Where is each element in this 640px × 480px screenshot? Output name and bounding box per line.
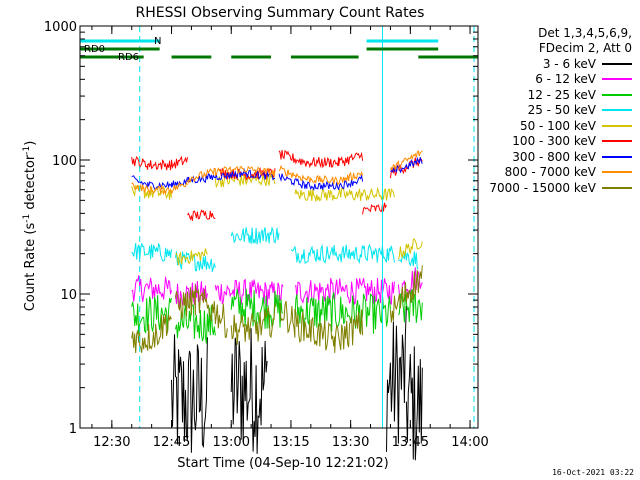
y-tick-label-0: 1 [69,422,77,437]
series-4-segment-2 [214,172,276,189]
legend-entry-2: 12 - 25 keV [478,87,638,103]
legend-header-1: Det 1,3,4,5,6,9, [538,26,632,40]
series-4-segment-4 [397,238,423,260]
series-7-segment-2 [278,164,364,186]
chart-series-layer [131,149,423,461]
flag-label-rd0: RD0 [84,44,105,55]
series-8-segment-1 [175,284,228,338]
y-axis-label-mid: detector [23,154,38,214]
legend-header-2: FDecim 2, Att 0 [538,41,632,55]
legend-entry-8: 7000 - 15000 keV [478,180,638,196]
series-0-segment-3 [405,346,423,461]
x-tick-label-0: 12:30 [93,435,130,450]
series-6 [131,156,423,191]
series-3 [131,226,419,272]
legend-entry-1: 6 - 12 keV [478,72,638,88]
series-8-segment-3 [278,300,364,353]
series-5-segment-3 [278,149,364,169]
y-tick-label-2: 100 [52,154,77,169]
legend-swatch [602,140,632,143]
x-tick-label-2: 13:00 [213,435,250,450]
series-0-segment-0 [171,334,208,453]
series-3-segment-1 [175,251,216,272]
y-tick-label-3: 1000 [44,20,77,35]
legend-entries: 3 - 6 keV 6 - 12 keV 12 - 25 keV 25 - 50 ke… [478,56,638,196]
series-6-segment-2 [278,173,364,191]
x-tick-label-3: 13:15 [272,435,309,450]
legend-label: 800 - 7000 keV [504,165,596,180]
x-axis-label: Start Time (04-Sep-10 12:21:02) [177,456,388,471]
x-tick-label-6: 14:00 [451,435,488,450]
y-tick-label-1: 10 [60,288,77,303]
legend-entry-6: 300 - 800 keV [478,149,638,165]
series-0-segment-1 [230,328,268,454]
series-2-segment-4 [397,288,423,323]
legend-label: 6 - 12 keV [535,72,596,87]
flag-label-n: N [154,36,161,47]
series-3-segment-4 [398,251,419,270]
legend: Det 1,3,4,5,6,9, FDecim 2, Att 0 3 - 6 k… [478,26,638,196]
series-8-segment-2 [230,303,276,345]
y-axis-label-main: Count Rate (s [23,223,38,312]
legend-label: 50 - 100 keV [519,118,596,133]
timestamp: 16-Oct-2021 03:22 [552,468,634,477]
legend-entry-5: 100 - 300 keV [478,134,638,150]
legend-swatch [602,124,632,127]
flag-label-rd6: RD6 [118,52,139,63]
series-3-segment-3 [290,243,395,265]
series-8 [131,265,423,354]
series-6-segment-0 [131,175,188,190]
plot-frame [79,25,479,429]
series-4-segment-3 [294,186,395,202]
legend-entry-0: 3 - 6 keV [478,56,638,72]
legend-label: 300 - 800 keV [512,149,596,164]
y-axis-label-end: ) [23,141,38,146]
legend-swatch [602,171,632,174]
series-2-segment-0 [131,295,172,334]
legend-swatch [602,93,632,96]
series-1-segment-2 [214,278,284,307]
series-3-segment-0 [131,242,172,262]
series-4-segment-1 [175,248,208,266]
legend-label: 7000 - 15000 keV [489,180,596,195]
series-1-segment-3 [294,277,395,305]
series-7 [131,150,423,196]
legend-entry-4: 50 - 100 keV [478,118,638,134]
x-tick-label-4: 13:30 [332,435,369,450]
series-1 [131,267,423,308]
y-axis-label-sup2: -1 [22,146,32,155]
series-1-segment-0 [131,275,172,303]
series-2-segment-3 [294,292,391,334]
series-7-segment-3 [389,150,423,171]
legend-swatch [602,78,632,81]
chart-axes-layer: 1 10 100 1000 12:30 12:45 13:00 13:15 13:30 13:45… [44,20,489,450]
y-axis-label-sup1: -1 [22,214,32,223]
series-0-segment-2 [386,305,407,452]
series-2-segment-1 [175,304,216,344]
legend-entry-3: 25 - 50 keV [478,103,638,119]
legend-swatch [602,62,632,65]
series-5-segment-1 [187,209,216,221]
legend-label: 12 - 25 keV [527,87,596,102]
series-3-segment-2 [230,226,280,245]
legend-entry-7: 800 - 7000 keV [478,165,638,181]
y-axis-label: Count Rate (s-1 detector-1) [22,141,38,312]
chart-title: RHESSI Observing Summary Count Rates [136,5,425,21]
legend-label: 100 - 300 keV [512,134,596,149]
series-8-segment-4 [389,265,423,323]
series-0 [171,305,423,461]
x-tick-label-1: 12:45 [153,435,190,450]
series-7-segment-1 [187,165,276,184]
legend-swatch [602,109,632,112]
legend-swatch [602,186,632,189]
series-1-segment-4 [397,267,423,300]
x-tick-label-5: 13:45 [392,435,429,450]
legend-label: 25 - 50 keV [527,103,596,118]
series-5-segment-0 [131,155,188,171]
series-7-segment-0 [131,181,188,196]
series-8-segment-0 [131,314,172,354]
legend-swatch [602,155,632,158]
legend-label: 3 - 6 keV [542,56,596,71]
